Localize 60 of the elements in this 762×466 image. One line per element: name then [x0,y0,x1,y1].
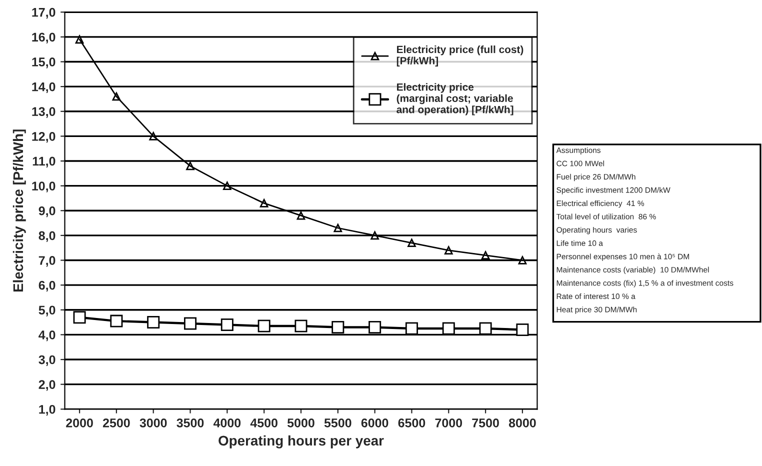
x-tick-label: 4500 [250,418,278,428]
y-tick-label: 5,0 [38,306,56,316]
y-tick-label: 4,0 [38,330,56,342]
point [75,35,84,44]
point [518,256,527,264]
y-tick-label: 17,0 [32,8,56,19]
point [408,238,416,248]
x-tick-label: 2000 [66,418,93,428]
point [186,162,194,170]
y-tick-label: 7,0 [38,256,56,267]
x-tick-label: 7000 [435,418,462,428]
y-tick-label: 2,0 [38,380,56,391]
y-tick-label: 13,0 [32,107,56,118]
point [149,132,158,140]
x-tick-label: 7500 [472,418,499,428]
y-tick-label: 15,0 [32,58,56,68]
point [368,321,382,334]
point [481,251,490,260]
point [220,318,234,332]
x-tick-label: 5500 [324,418,352,428]
y-tick-label: 12,0 [32,132,56,143]
x-tick-label: 3000 [140,418,167,428]
x-tick-label: 6500 [398,418,426,428]
legend-label: Electricity price (marginal cost; variable and operation) [Pf/kWh] [396,83,514,116]
x-tick-label: 5000 [287,418,314,428]
legend-label: Electricity price (full cost) [Pf/kWh] [396,46,524,66]
point [147,316,160,329]
point [296,211,306,220]
x-tick-label: 4000 [213,418,241,428]
y-tick-label: 11,0 [32,156,56,168]
x-tick-label: 3500 [176,418,204,428]
y-axis-title: Electricity price [Pf/kWh] [12,130,26,292]
point [184,317,197,330]
point [110,314,123,328]
point [294,320,308,332]
point [334,224,342,232]
y-tick-label: 6,0 [38,280,56,292]
point [370,231,379,240]
point [73,311,86,324]
x-axis-title: Operating hours per year [218,435,384,448]
point [112,92,121,101]
point [444,246,453,254]
y-tick-label: 14,0 [32,82,56,94]
point [332,321,344,334]
y-tick-label: 16,0 [32,32,56,44]
point [260,199,268,208]
point [223,182,232,190]
point [258,320,270,332]
point [405,322,418,335]
y-tick-label: 3,0 [38,355,56,366]
point [516,323,529,336]
y-tick-label: 8,0 [38,231,56,242]
y-tick-label: 1,0 [39,404,56,416]
point [442,322,455,335]
x-tick-label: 2500 [102,418,130,428]
y-tick-label: 10,0 [32,182,56,192]
y-tick-label: 9,0 [38,206,56,218]
x-tick-label: 8000 [508,418,536,428]
x-tick-label: 6000 [361,418,388,428]
point [479,322,492,335]
